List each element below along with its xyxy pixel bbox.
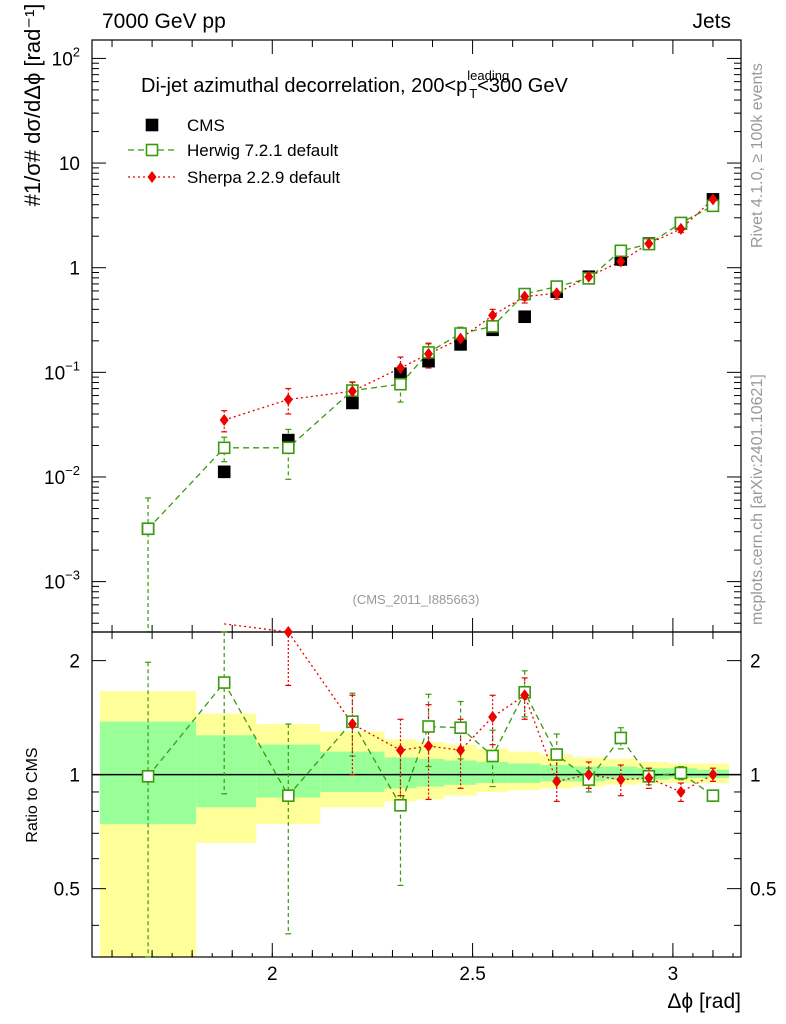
main-ytick-label-0: 10−3 [44,568,80,594]
ratio-sherpa-point-5 [456,744,466,757]
sherpa-point-10 [616,255,626,268]
herwig-point-7 [486,320,499,333]
ratio-sherpa-line [224,623,714,793]
main-ytick-label-5: 102 [52,44,80,70]
rivet-label: Rivet 4.1.0, ≥ 100k events [749,63,766,248]
legend-label-1: Herwig 7.2.1 default [187,141,338,160]
ratio-plot-area: 2 2.5 3 0.5 0.5 1 1 2 2 [54,623,776,985]
sherpa-point-11 [644,237,654,250]
ratio-herwig-point-2 [282,789,295,802]
ratio-sherpa-point-10 [616,773,626,786]
green-band-8 [508,763,541,784]
main-plot-area: 10−3 10−2 10−1 1 10 102 CMS Herwig 7.2.1 defaul… [44,39,742,633]
herwig-point-1 [217,441,231,455]
legend-marker-2 [147,171,157,183]
ratio-herwig-point-11 [614,731,628,745]
ratio-herwig-point-5 [422,720,435,733]
cms-point-3 [346,396,359,410]
x-tick-label-2: 3 [668,964,679,985]
ratio-sherpa-point-11 [644,771,654,784]
ratio-ytick-label-2: 2 [69,652,80,673]
ratio-ytick-label-1: 1 [69,766,80,787]
cms-point-1 [217,465,231,479]
analysis-tag: (CMS_2011_I885663) [353,592,480,607]
ratio-herwig-point-0 [141,769,155,783]
ratio-sherpa-point-4 [424,740,434,753]
ratio-herwig-point-13 [674,766,688,780]
main-ytick-label-3: 1 [69,259,80,280]
legend-marker-0 [145,118,159,132]
header-right: Jets [692,10,731,33]
ratio-sherpa-point-12 [676,785,686,798]
main-ytick-label-2: 10−1 [44,358,80,384]
ratio-sherpa-point-1 [283,626,293,638]
ratio-frame [91,631,742,958]
sherpa-point-13 [708,193,718,206]
sherpa-point-9 [584,270,594,283]
sherpa-point-5 [456,332,466,345]
legend-marker-1 [145,143,159,157]
ratio-sherpa-point-7 [520,689,530,702]
ratio-herwig-point-4 [394,798,407,812]
ratio-ytick-label-right-0: 0.5 [750,880,776,901]
svg-text:Rivet 4.1.0, ≥ 100k events: Rivet 4.1.0, ≥ 100k events [749,63,766,248]
svg-text:mcplots.cern.ch [arXiv:2401.10: mcplots.cern.ch [arXiv:2401.10621] [749,374,766,625]
ratio-herwig-point-6 [454,721,467,735]
ratio-sherpa-point-2 [347,718,357,731]
ratio-herwig-point-14 [706,789,720,802]
cms-point-8 [518,310,531,324]
x-tick-label-1: 2.5 [459,964,485,985]
main-ylabel: #1/σ# dσ/dΔϕ [rad⁻¹] [20,4,45,207]
ratio-sherpa-point-3 [395,744,405,757]
ratio-sherpa-point-13 [708,768,718,781]
legend-label-2: Sherpa 2.2.9 default [187,168,340,187]
sherpa-point-12 [676,222,686,235]
herwig-point-4 [394,377,407,391]
ratio-ytick-label-0: 0.5 [54,880,80,901]
ratio-sherpa-point-6 [488,710,498,723]
main-ytick-label-1: 10−2 [44,463,80,489]
sherpa-point-1 [283,393,293,406]
ratio-ylabel: Ratio to CMS [24,747,41,842]
ratio-sherpa-point-8 [552,775,562,788]
sherpa-point-0 [219,414,229,427]
ratio-herwig-point-1 [217,676,231,689]
header-left: 7000 GeV pp [102,10,226,33]
ratio-herwig-point-9 [550,748,564,761]
herwig-point-2 [282,441,295,455]
mcplots-label: mcplots.cern.ch [arXiv:2401.10621] [749,374,766,625]
ratio-ytick-label-right-1: 1 [750,766,761,787]
ratio-herwig-point-7 [486,749,499,763]
ratio-sherpa-point-9 [584,768,594,781]
green-band-5 [416,758,445,787]
main-ytick-label-4: 10 [59,154,80,175]
sherpa-point-4 [424,347,434,360]
legend-label-0: CMS [187,116,225,135]
ratio-ytick-label-right-2: 2 [750,652,761,673]
svg-text:Ratio to CMS: Ratio to CMS [24,747,41,842]
herwig-point-11 [614,244,628,258]
green-band-9 [540,765,573,782]
sherpa-point-7 [520,290,530,303]
chart-title: Di-jet azimuthal decorrelation, 200<plea… [141,68,568,101]
x-axis-label: Δϕ [rad] [667,990,741,1013]
green-band-1 [196,735,257,808]
sherpa-point-2 [347,385,357,398]
sherpa-point-3 [395,362,405,375]
sherpa-point-8 [552,287,562,300]
herwig-point-0 [141,522,155,536]
sherpa-line [224,198,714,421]
sherpa-point-6 [488,309,498,322]
x-tick-label-0: 2 [267,964,278,985]
svg-text:#1/σ# dσ/dΔϕ [rad⁻¹]: #1/σ# dσ/dΔϕ [rad⁻¹] [20,4,45,207]
